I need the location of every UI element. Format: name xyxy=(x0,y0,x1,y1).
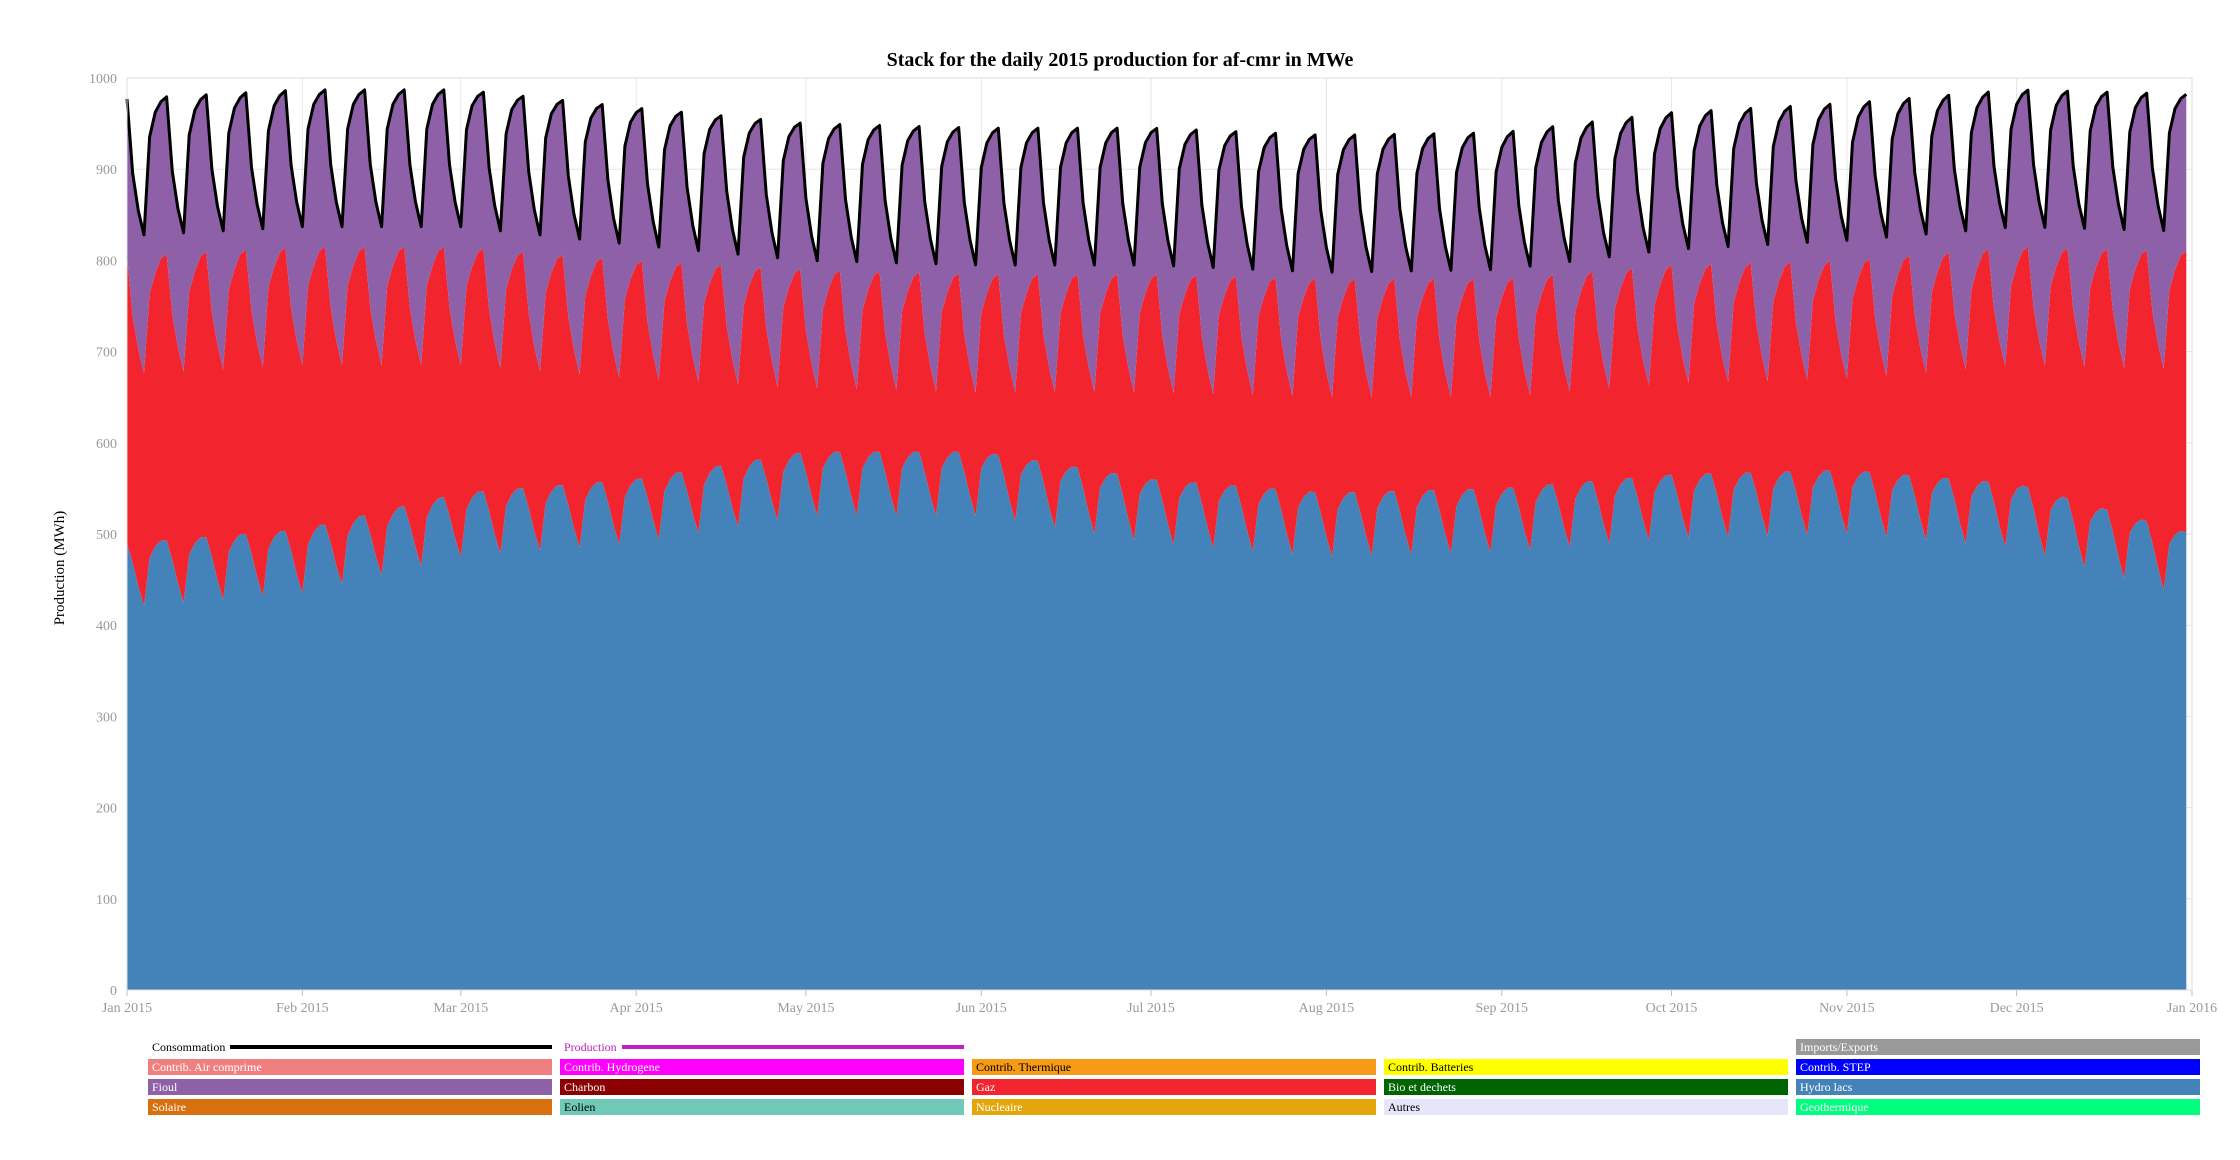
legend-label: Hydro lacs xyxy=(1800,1080,1853,1094)
legend-item-contrib-thermique[interactable]: Contrib. Thermique xyxy=(972,1059,1376,1075)
legend-item-fioul[interactable]: Fioul xyxy=(148,1079,552,1095)
legend-label: Imports/Exports xyxy=(1800,1040,1878,1054)
legend-label: Eolien xyxy=(564,1100,596,1114)
legend-item-contrib-hydrogene[interactable]: Contrib. Hydrogene xyxy=(560,1059,964,1075)
x-tick-label: Feb 2015 xyxy=(276,1001,329,1016)
legend-label: Charbon xyxy=(564,1080,606,1094)
legend-line-swatch xyxy=(230,1045,552,1049)
area-gaz xyxy=(127,246,2187,606)
x-tick-label: Sep 2015 xyxy=(1476,1001,1529,1016)
legend-item-solaire[interactable]: Solaire xyxy=(148,1099,552,1115)
legend-line-swatch xyxy=(621,1045,964,1049)
legend-item-contrib-air-comprime[interactable]: Contrib. Air comprime xyxy=(148,1059,552,1075)
legend-label: Solaire xyxy=(152,1100,186,1114)
legend-label: Fioul xyxy=(152,1080,178,1094)
line-series xyxy=(125,88,2188,274)
y-tick-label: 600 xyxy=(96,437,117,452)
legend-item-eolien[interactable]: Eolien xyxy=(560,1099,964,1115)
x-tick-label: Apr 2015 xyxy=(610,1001,663,1016)
y-tick-label: 200 xyxy=(96,802,117,817)
y-tick-label: 100 xyxy=(96,893,117,908)
legend-item-geothermique[interactable]: Geothermique xyxy=(1796,1099,2200,1115)
legend-item-contrib-batteries[interactable]: Contrib. Batteries xyxy=(1384,1059,1788,1075)
legend-item-nucleaire[interactable]: Nucleaire xyxy=(972,1099,1376,1115)
x-tick-label: Oct 2015 xyxy=(1646,1001,1698,1016)
chart-title: Stack for the daily 2015 production for … xyxy=(887,49,1354,71)
legend-label: Nucleaire xyxy=(976,1100,1023,1114)
x-tick-label: Jun 2015 xyxy=(956,1001,1007,1016)
y-tick-label: 800 xyxy=(96,254,117,269)
y-tick-label: 500 xyxy=(96,528,117,543)
legend-item-autres[interactable]: Autres xyxy=(1384,1099,1788,1115)
axes: 0 100 200 300 400 500 600 700 800 900 1000 Jan 2015… xyxy=(89,72,2217,1016)
legend-label: Production xyxy=(564,1039,617,1054)
legend-label: Contrib. Air comprime xyxy=(152,1060,262,1074)
legend-label: Autres xyxy=(1388,1100,1420,1114)
x-tick-label: Jan 2016 xyxy=(2167,1001,2217,1016)
plot-frame xyxy=(126,77,2193,991)
legend-label: Contrib. Batteries xyxy=(1388,1060,1474,1074)
x-tick-label: Aug 2015 xyxy=(1299,1001,1355,1016)
legend-label: Contrib. STEP xyxy=(1800,1060,1871,1074)
legend-item-consommation[interactable]: Consommation xyxy=(148,1039,552,1055)
legend-item-contrib-step[interactable]: Contrib. STEP xyxy=(1796,1059,2200,1075)
legend-item-gaz[interactable]: Gaz xyxy=(972,1079,1376,1095)
y-tick-label: 700 xyxy=(96,346,117,361)
x-tick-label: Mar 2015 xyxy=(433,1001,488,1016)
legend-label: Bio et dechets xyxy=(1388,1080,1456,1094)
legend-label: Consommation xyxy=(152,1039,226,1054)
x-tick-label: Jul 2015 xyxy=(1127,1001,1175,1016)
legend-item-imports-exports[interactable]: Imports/Exports xyxy=(1796,1039,2200,1055)
line-consommation xyxy=(125,88,2188,274)
area-fioul xyxy=(127,91,2187,398)
y-tick-label: 300 xyxy=(96,710,117,725)
legend-item-bio-et-dechets[interactable]: Bio et dechets xyxy=(1384,1079,1788,1095)
y-tick-label: 400 xyxy=(96,619,117,634)
y-tick-label: 900 xyxy=(96,163,117,178)
x-tick-label: Jan 2015 xyxy=(102,1001,152,1016)
legend-label: Gaz xyxy=(976,1080,996,1094)
legend-item-production[interactable]: Production xyxy=(560,1039,964,1055)
legend-item-charbon[interactable]: Charbon xyxy=(560,1079,964,1095)
x-tick-label: Dec 2015 xyxy=(1990,1001,2044,1016)
area-hydro-lacs xyxy=(127,451,2187,990)
y-tick-label: 1000 xyxy=(89,72,117,87)
legend-label: Geothermique xyxy=(1800,1100,1869,1114)
legend-label: Contrib. Hydrogene xyxy=(564,1060,660,1074)
x-tick-label: Nov 2015 xyxy=(1819,1001,1875,1016)
y-axis-title: Production (MWh) xyxy=(52,511,68,626)
x-tick-label: May 2015 xyxy=(777,1001,834,1016)
legend-item-hydro-lacs[interactable]: Hydro lacs xyxy=(1796,1079,2200,1095)
stacked-areas xyxy=(127,91,2187,990)
legend-label: Contrib. Thermique xyxy=(976,1060,1072,1074)
y-tick-label: 0 xyxy=(110,984,117,999)
